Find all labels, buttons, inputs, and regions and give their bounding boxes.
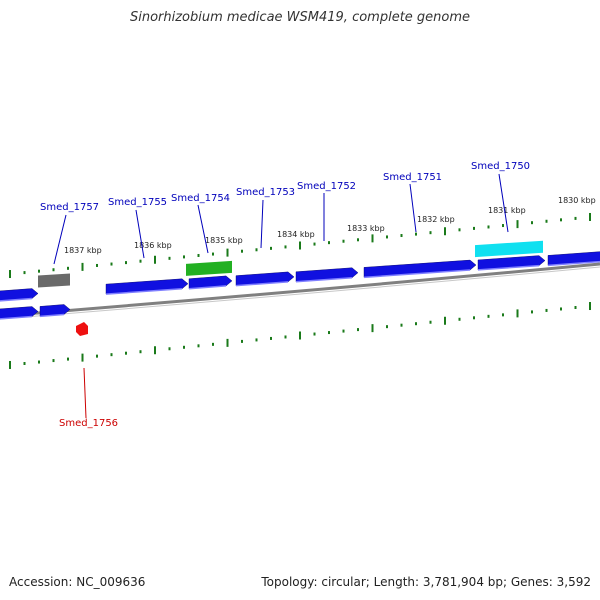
gene-leader-line [83, 367, 87, 419]
genome-title: Sinorhizobium medicae WSM419, complete g… [129, 10, 471, 25]
tick-label-kbp: 1830 kbp [558, 196, 596, 205]
gene-leader-line [498, 173, 509, 233]
forward-gene-arrow [0, 288, 39, 302]
gene-label: Smed_1755 [108, 197, 167, 208]
backbone-shadow [0, 266, 600, 320]
gene-leader-line [197, 204, 209, 254]
forward-gene-arrow [363, 259, 477, 278]
tick-label-kbp: 1837 kbp [64, 246, 102, 255]
gene-label: Smed_1751 [383, 172, 442, 183]
inner-tick-ring [9, 302, 591, 369]
gene-label: Smed_1750 [471, 161, 530, 172]
forward-gene-arrow-edge [39, 313, 65, 318]
tick-label-kbp: 1833 kbp [347, 224, 385, 233]
tick-label-kbp: 1831 kbp [488, 206, 526, 215]
tick-label-kbp: 1836 kbp [134, 241, 172, 250]
accession-text: Accession: NC_009636 [9, 575, 146, 589]
gene-leader-line [53, 214, 67, 265]
gene-leader-line [260, 199, 264, 249]
gene-leader-line [135, 209, 145, 259]
forward-gene-arrow [0, 306, 39, 320]
tick-label-kbp: 1832 kbp [417, 215, 455, 224]
forward-gene-arrow-edge [105, 288, 183, 295]
forward-gene-arrow [188, 275, 233, 289]
outer-tick-ring [9, 212, 591, 279]
topology-text: Topology: circular; Length: 3,781,904 bp… [261, 575, 591, 589]
gene-labels: Smed_1757 Smed_1755 Smed_1754Smed_1753Smed… [40, 161, 530, 429]
forward-gene-arrow-edge [0, 315, 33, 320]
forward-gene-arrow-edge [235, 281, 289, 287]
forward-gene-arrow [105, 278, 189, 295]
highlighted-feature-cyan [475, 240, 543, 258]
gene-leader-line [409, 183, 417, 233]
gene-label: Smed_1754 [171, 193, 230, 204]
backbone-line [0, 262, 600, 318]
tick-label-kbp: 1834 kbp [277, 230, 315, 239]
forward-gene-arrow-edge [547, 260, 600, 267]
reverse-gene-arrow [76, 322, 88, 336]
forward-gene-arrow-edge [0, 297, 33, 302]
gene-label: Smed_1753 [236, 187, 295, 198]
genome-backbone [0, 262, 600, 320]
forward-gene-arrow-edge [188, 285, 227, 290]
gene-label: Smed_1757 [40, 202, 99, 213]
gene-label: Smed_1752 [297, 181, 356, 192]
gene-track [0, 240, 600, 336]
tick-label-kbp: 1835 kbp [205, 236, 243, 245]
forward-gene-arrow [39, 304, 71, 317]
highlighted-feature-green [186, 260, 232, 276]
gene-label: Smed_1756 [59, 418, 118, 429]
forward-gene-arrow-edge [477, 264, 540, 271]
forward-gene-arrow-edge [363, 269, 471, 279]
forward-gene-arrow-edge [295, 276, 353, 283]
highlighted-feature-grey [38, 273, 70, 288]
tick-labels: 1837 kbp 1836 kbp 1835 kbp 1834 kbp 1833 kbp… [64, 196, 596, 255]
